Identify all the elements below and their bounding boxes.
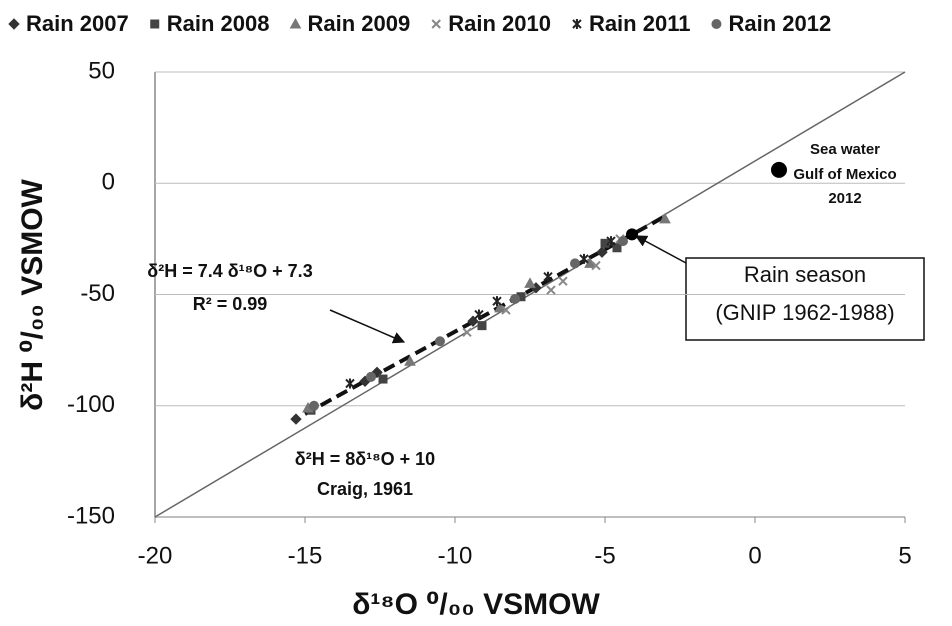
- y-axis-title: δ²H ⁰/₀₀ VSMOW: [16, 178, 49, 410]
- x-tick-label: 0: [748, 542, 761, 569]
- x-axis-title: δ¹⁸O ⁰/₀₀ VSMOW: [352, 588, 600, 621]
- annotation: δ²H = 8δ¹⁸O + 10: [295, 449, 435, 469]
- y-tick-label: 50: [88, 57, 115, 84]
- point: [366, 371, 376, 382]
- point: [618, 236, 628, 247]
- point: [378, 374, 388, 384]
- annotation: Sea water: [810, 141, 880, 158]
- y-tick-label: -100: [67, 391, 115, 418]
- series: [306, 238, 622, 415]
- legend-label: Rain 2008: [167, 11, 270, 36]
- point: [492, 296, 502, 307]
- y-tick-label: -150: [67, 502, 115, 529]
- legend-marker: [431, 19, 441, 29]
- legend-label: Rain 2009: [307, 11, 410, 36]
- point: [462, 327, 472, 338]
- annotation: Craig, 1961: [317, 479, 413, 499]
- point: [606, 236, 616, 247]
- x-tick-label: -5: [594, 542, 615, 569]
- point: [546, 285, 556, 295]
- point: [290, 413, 302, 425]
- arrow: [329, 309, 406, 344]
- y-tick-label: 0: [102, 169, 115, 196]
- x-tick-label: -10: [438, 542, 473, 569]
- point: [579, 253, 589, 264]
- annotation: Gulf of Mexico: [793, 166, 896, 183]
- special-point: [771, 161, 787, 178]
- legend-marker: [150, 19, 160, 29]
- annotation: (GNIP 1962-1988): [715, 300, 894, 325]
- point: [309, 400, 319, 411]
- legend-marker: [289, 17, 302, 29]
- point: [570, 258, 580, 269]
- legend-label: Rain 2012: [728, 11, 831, 36]
- point: [659, 212, 671, 224]
- legend-label: Rain 2011: [589, 11, 691, 36]
- legend-marker: [711, 19, 722, 29]
- point: [404, 355, 416, 366]
- point: [474, 309, 484, 320]
- point: [591, 260, 601, 271]
- point: [435, 336, 445, 347]
- point: [612, 243, 622, 253]
- legend-marker: [572, 19, 582, 29]
- series: [462, 234, 625, 338]
- x-tick-label: -15: [288, 542, 323, 569]
- point: [524, 277, 536, 288]
- annotation: Rain season: [744, 262, 866, 287]
- x-tick-label: 5: [898, 542, 911, 569]
- point: [558, 276, 568, 286]
- legend-label: Rain 2007: [26, 11, 129, 36]
- point: [596, 246, 608, 258]
- x-tick-label: -20: [138, 542, 173, 569]
- point: [510, 293, 520, 304]
- annotation: R² = 0.99: [193, 294, 268, 314]
- series: [302, 212, 671, 413]
- point: [345, 378, 355, 389]
- annotation: 2012: [828, 190, 861, 207]
- legend-label: Rain 2010: [448, 11, 551, 36]
- reference-line: [154, 71, 906, 518]
- reference-line: [304, 214, 666, 416]
- annotation: δ²H = 7.4 δ¹⁸O + 7.3: [147, 261, 312, 281]
- legend-marker: [8, 18, 20, 30]
- point: [543, 271, 553, 282]
- special-point: [626, 228, 638, 241]
- arrow: [634, 235, 687, 264]
- series: [309, 236, 628, 411]
- point: [501, 305, 511, 315]
- annotation-box: [685, 257, 925, 341]
- y-tick-label: -50: [80, 280, 115, 307]
- point: [477, 321, 487, 331]
- series: [345, 236, 616, 389]
